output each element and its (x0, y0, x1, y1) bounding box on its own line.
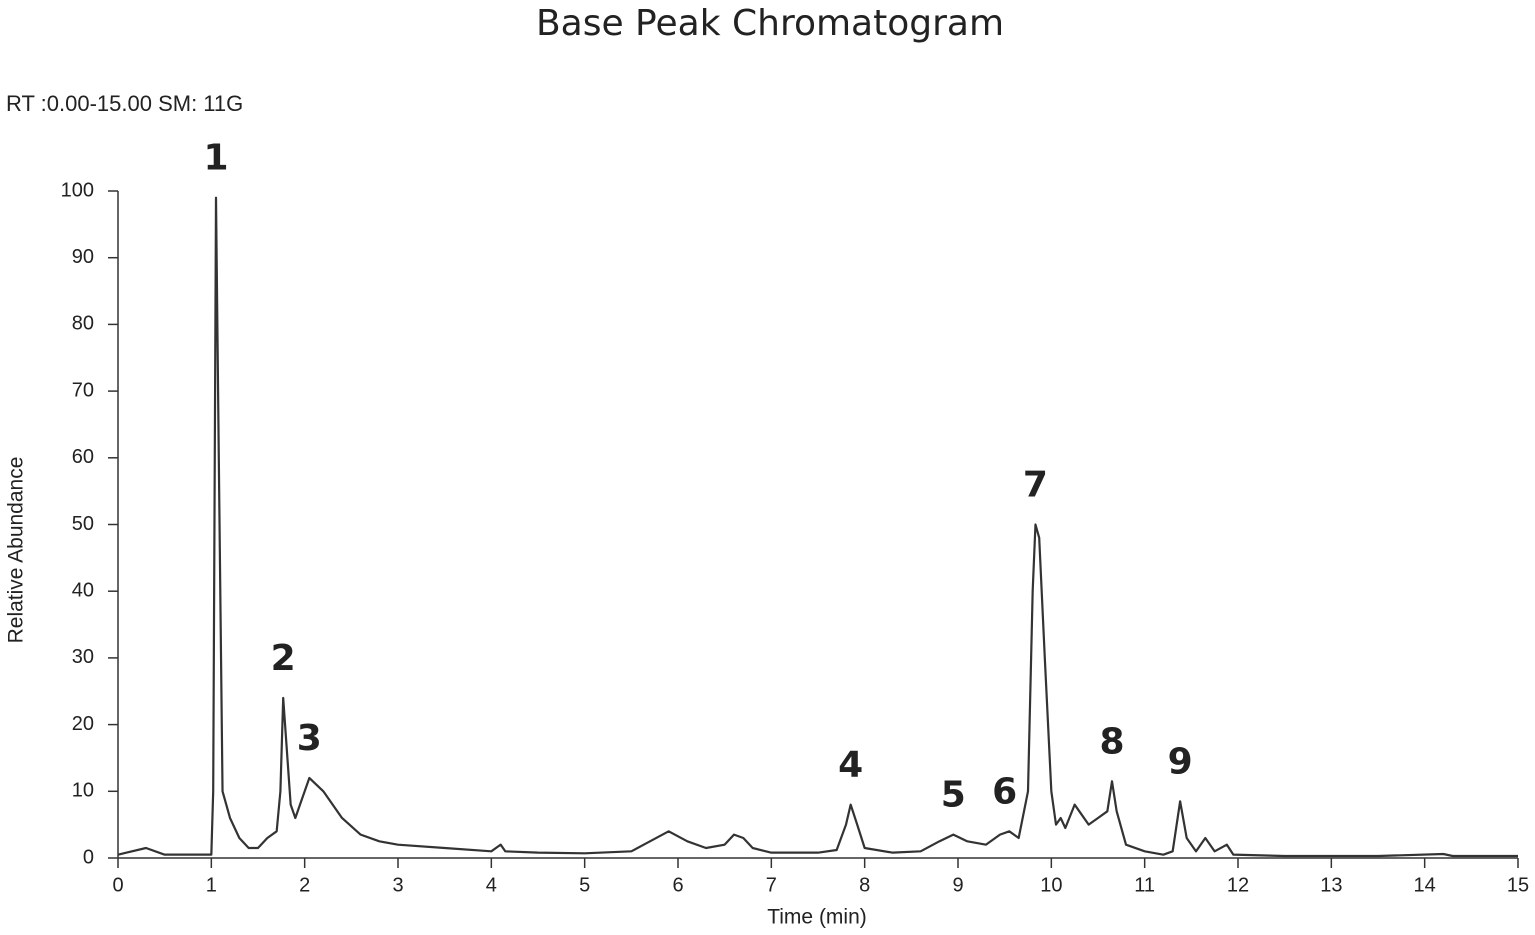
y-tick-label: 40 (72, 579, 94, 601)
x-axis-label: Time (min) (767, 906, 867, 929)
x-tick-label: 14 (1414, 874, 1436, 896)
x-tick-label: 4 (486, 874, 497, 896)
peak-label: 8 (1099, 721, 1124, 762)
chart-title: Base Peak Chromatogram (536, 3, 1004, 44)
x-tick-label: 6 (672, 874, 683, 896)
chromatogram-line (117, 196, 1518, 858)
y-tick-label: 10 (72, 780, 94, 802)
y-tick-label: 30 (72, 646, 94, 668)
y-tick-label: 60 (72, 446, 94, 468)
peak-label: 5 (941, 775, 966, 816)
y-axis-label: Relative Abundance (5, 457, 28, 644)
peak-label: 9 (1168, 741, 1193, 782)
x-tick-label: 1 (206, 874, 217, 896)
y-tick-label: 90 (72, 246, 94, 268)
y-tick-label: 0 (83, 846, 94, 868)
y-tick-label: 20 (72, 713, 94, 735)
x-tick-label: 7 (766, 874, 777, 896)
x-tick-label: 5 (579, 874, 590, 896)
x-tick-label: 9 (952, 874, 963, 896)
x-tick-label: 13 (1320, 874, 1342, 896)
peak-label: 3 (297, 718, 322, 759)
x-tick-label: 12 (1227, 874, 1249, 896)
peak-label: 4 (838, 745, 863, 786)
x-tick-label: 0 (112, 874, 123, 896)
x-tick-label: 11 (1134, 874, 1155, 896)
y-tick-label: 80 (72, 313, 94, 335)
x-tick-label: 10 (1040, 874, 1062, 896)
y-tick-label: 70 (72, 379, 94, 401)
peak-label: 6 (992, 771, 1017, 812)
peak-label: 2 (271, 638, 296, 679)
x-tick-label: 15 (1507, 874, 1529, 896)
peak-label: 7 (1023, 465, 1048, 506)
x-tick-label: 3 (392, 874, 403, 896)
peak-label: 1 (203, 138, 228, 179)
y-tick-label: 100 (61, 179, 94, 201)
chart-subtitle: RT :0.00-15.00 SM: 11G (6, 91, 243, 116)
x-tick-label: 2 (299, 874, 310, 896)
y-tick-label: 50 (72, 513, 94, 535)
x-tick-label: 8 (859, 874, 870, 896)
